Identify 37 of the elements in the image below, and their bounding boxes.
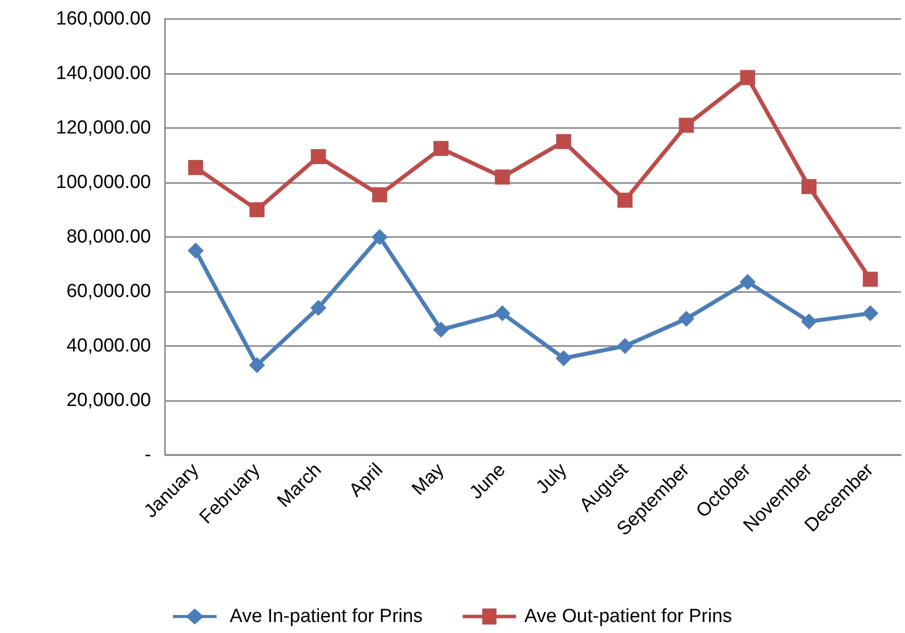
point bbox=[310, 149, 326, 164]
y-tick-label: 60,000.00 bbox=[66, 281, 151, 302]
point bbox=[556, 134, 572, 150]
y-tick-label: 160,000.00 bbox=[56, 8, 151, 30]
point bbox=[250, 202, 264, 218]
y-tick-label: 140,000.00 bbox=[56, 63, 151, 84]
point bbox=[862, 305, 878, 322]
point bbox=[433, 322, 449, 338]
point bbox=[188, 242, 204, 259]
point bbox=[310, 300, 326, 316]
point bbox=[556, 350, 572, 366]
point bbox=[678, 310, 694, 327]
point bbox=[494, 170, 510, 185]
point bbox=[862, 272, 878, 287]
point bbox=[618, 192, 632, 208]
legend-label: Ave Out-patient for Prins bbox=[524, 606, 732, 627]
point bbox=[740, 274, 756, 290]
point bbox=[740, 70, 756, 86]
point bbox=[617, 338, 633, 354]
point bbox=[372, 187, 388, 202]
y-tick-label: 20,000.00 bbox=[66, 390, 151, 411]
point bbox=[372, 229, 388, 245]
point bbox=[801, 313, 817, 330]
point bbox=[678, 118, 694, 133]
y-tick-label: - bbox=[144, 444, 151, 466]
y-tick-label: 100,000.00 bbox=[56, 172, 151, 193]
legend-label: Ave In-patient for Prins bbox=[230, 606, 423, 627]
y-tick-label: 120,000.00 bbox=[56, 118, 151, 138]
y-tick-label: 80,000.00 bbox=[66, 226, 151, 248]
point bbox=[494, 305, 510, 322]
point bbox=[802, 179, 816, 194]
x-tick-label: July bbox=[532, 459, 572, 498]
point bbox=[188, 160, 204, 176]
point bbox=[434, 140, 448, 156]
x-tick-label: May bbox=[408, 459, 449, 500]
point bbox=[249, 357, 265, 374]
y-tick-label: 40,000.00 bbox=[66, 336, 151, 356]
